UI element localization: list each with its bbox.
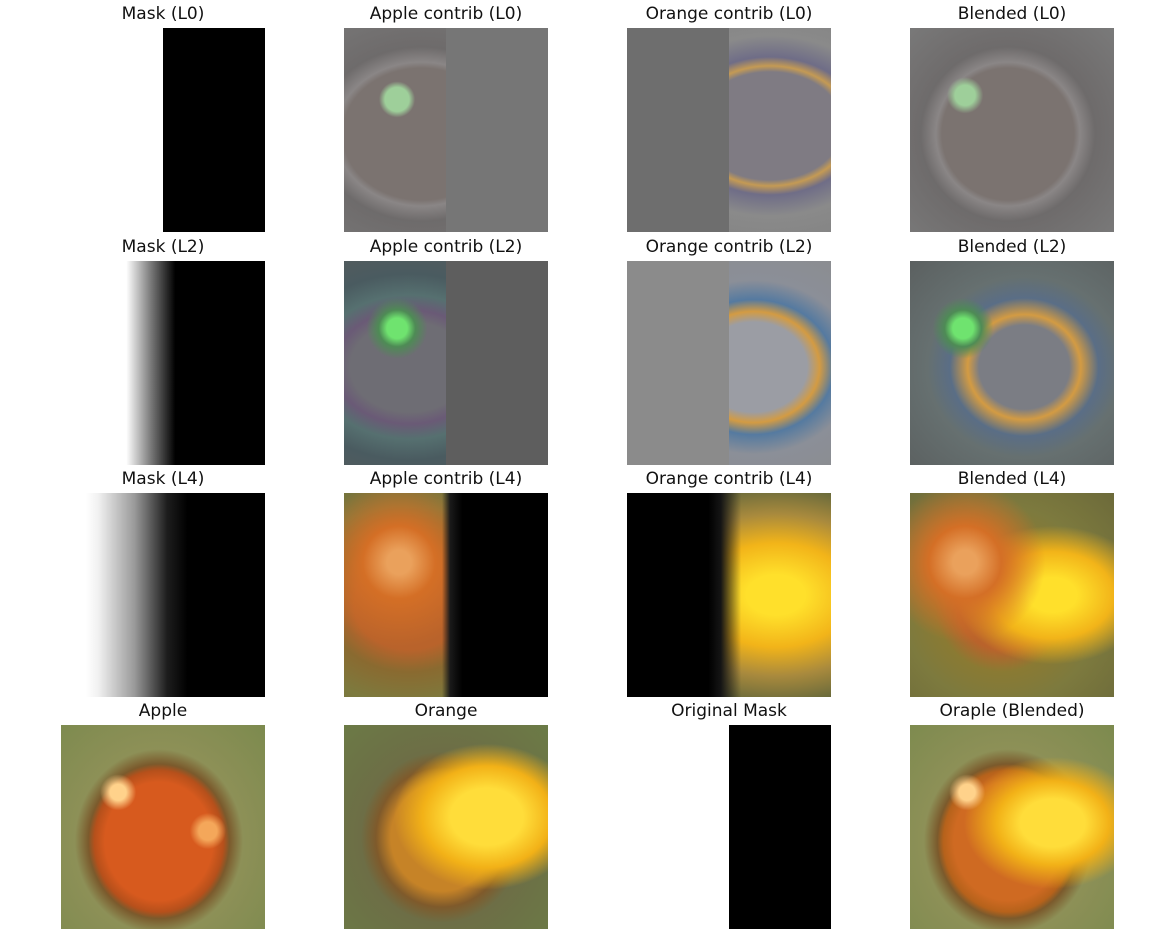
- panel-title: Blended (L4): [957, 469, 1067, 489]
- panel-title: Apple contrib (L2): [369, 237, 523, 257]
- apple-contrib-image: [344, 28, 548, 232]
- blended-image: [910, 28, 1114, 232]
- apple-image: [61, 725, 265, 929]
- panel-title: Blended (L0): [957, 4, 1067, 24]
- panel-title: Apple: [138, 701, 188, 721]
- mask-image: [61, 261, 265, 465]
- oraple-blended-image: [910, 725, 1114, 929]
- orange-image: [344, 725, 548, 929]
- panel-title: Original Mask: [671, 701, 787, 721]
- panel-title: Mask (L2): [121, 237, 205, 257]
- panel-title: Apple contrib (L4): [369, 469, 523, 489]
- panel-title: Apple contrib (L0): [369, 4, 523, 24]
- panel-title: Orange contrib (L4): [645, 469, 813, 489]
- panel-title: Mask (L4): [121, 469, 205, 489]
- blended-image: [910, 261, 1114, 465]
- panel-title: Orange contrib (L0): [645, 4, 813, 24]
- mask-image: [61, 493, 265, 697]
- orange-contrib-image: [627, 28, 831, 232]
- mask-image: [61, 28, 265, 232]
- panel-title: Orange contrib (L2): [645, 237, 813, 257]
- original-mask-image: [627, 725, 831, 929]
- apple-contrib-image: [344, 261, 548, 465]
- apple-contrib-image: [344, 493, 548, 697]
- panel-title: Blended (L2): [957, 237, 1067, 257]
- panel-title: Orange: [414, 701, 478, 721]
- orange-contrib-image: [627, 261, 831, 465]
- panel-title: Mask (L0): [121, 4, 205, 24]
- blended-image: [910, 493, 1114, 697]
- panel-title: Oraple (Blended): [939, 701, 1085, 721]
- orange-contrib-image: [627, 493, 831, 697]
